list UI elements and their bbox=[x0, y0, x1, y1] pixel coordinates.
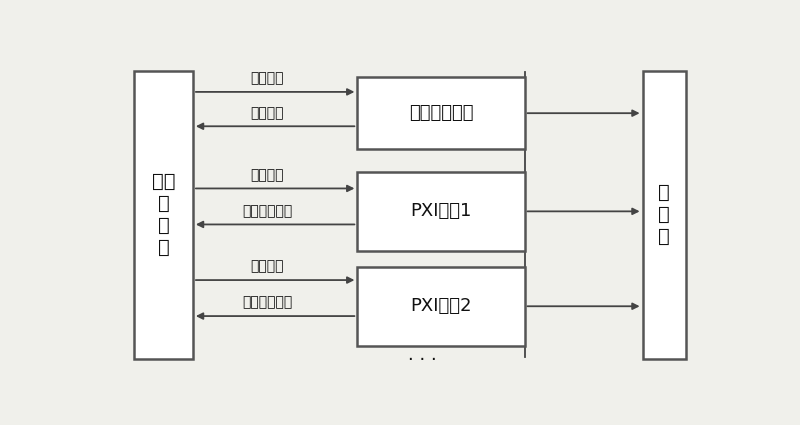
Text: 主控
计
算
机: 主控 计 算 机 bbox=[152, 172, 175, 257]
Text: 参数赋値: 参数赋値 bbox=[250, 260, 284, 274]
Bar bbox=[358, 77, 525, 149]
Text: · · ·: · · · bbox=[408, 351, 437, 369]
Bar bbox=[642, 71, 686, 359]
Bar bbox=[358, 267, 525, 346]
Text: PXI节点1: PXI节点1 bbox=[410, 202, 472, 220]
Bar bbox=[134, 71, 193, 359]
Text: 数据库服务器: 数据库服务器 bbox=[409, 104, 474, 122]
Text: 参数赋値: 参数赋値 bbox=[250, 168, 284, 182]
Text: 数据采集文件: 数据采集文件 bbox=[242, 295, 293, 309]
Text: 局
域
网: 局 域 网 bbox=[658, 183, 670, 246]
Bar bbox=[358, 172, 525, 251]
Text: PXI节点2: PXI节点2 bbox=[410, 297, 472, 315]
Text: 参数存储: 参数存储 bbox=[250, 71, 284, 85]
Text: 查询结果: 查询结果 bbox=[250, 106, 284, 120]
Text: 数据采集文件: 数据采集文件 bbox=[242, 204, 293, 218]
